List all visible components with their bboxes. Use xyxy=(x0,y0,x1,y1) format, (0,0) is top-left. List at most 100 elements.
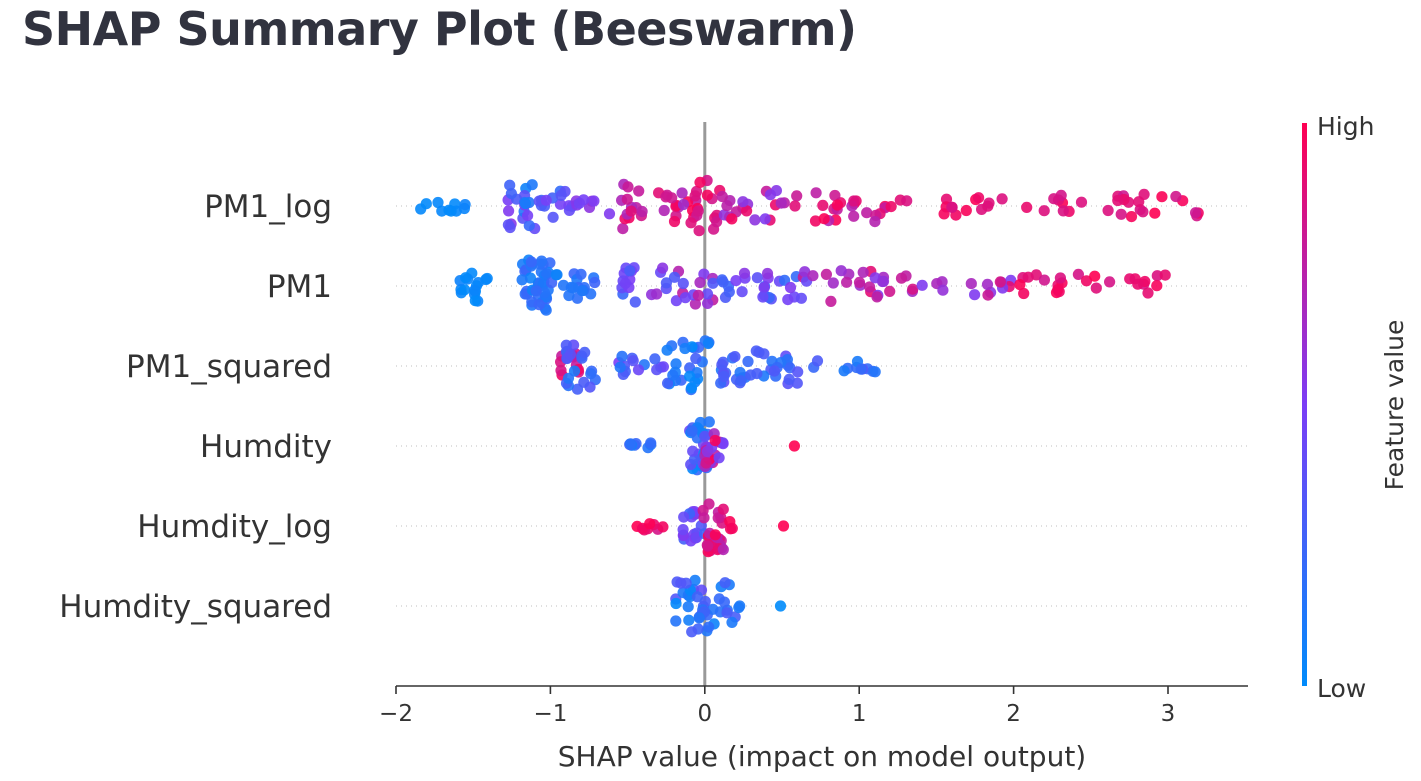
shap-point xyxy=(730,275,742,287)
shap-point xyxy=(679,342,691,355)
shap-point xyxy=(651,364,663,376)
shap-point xyxy=(1089,270,1101,282)
shap-point xyxy=(445,205,457,217)
shap-point xyxy=(1156,191,1168,203)
shap-point xyxy=(567,282,579,294)
shap-point xyxy=(1149,207,1161,219)
shap-point xyxy=(690,352,702,365)
shap-point xyxy=(795,292,808,304)
shap-point xyxy=(693,225,705,237)
shap-point xyxy=(777,520,790,532)
shap-point xyxy=(621,193,633,205)
shap-point xyxy=(691,591,704,603)
shap-point xyxy=(741,205,753,217)
shap-point xyxy=(1021,201,1033,213)
shap-point xyxy=(718,370,730,383)
colorbar-high-label: High xyxy=(1317,112,1374,141)
shap-point xyxy=(1038,205,1050,217)
feature-labels: PM1_log PM1 PM1_squared Humdity Humdity_log H… xyxy=(59,189,332,625)
shap-point xyxy=(547,211,559,223)
colorbar-gradient xyxy=(1302,123,1307,686)
shap-point xyxy=(736,286,748,298)
shap-point xyxy=(982,289,994,301)
shap-point xyxy=(789,200,801,212)
colorbar: High Low Feature value xyxy=(1302,112,1409,703)
shap-point xyxy=(869,216,881,228)
shap-point xyxy=(946,201,958,213)
shap-point xyxy=(578,376,590,388)
shap-point xyxy=(827,277,839,289)
shap-point xyxy=(685,382,698,394)
shap-point xyxy=(519,197,532,210)
shap-point xyxy=(895,272,908,284)
shap-point xyxy=(562,372,575,384)
shap-point xyxy=(575,268,587,280)
shap-point xyxy=(668,215,681,228)
shap-point xyxy=(700,457,712,469)
shap-point xyxy=(624,438,637,450)
shap-point xyxy=(554,198,567,210)
shap-point xyxy=(726,522,738,535)
shap-point xyxy=(717,544,729,556)
shap-point xyxy=(775,197,787,209)
shap-point xyxy=(1159,269,1171,281)
x-axis-label: SHAP value (impact on model output) xyxy=(558,740,1086,773)
shap-point xyxy=(1115,208,1127,220)
shap-point xyxy=(835,265,847,277)
shap-point xyxy=(1125,211,1138,223)
shap-point xyxy=(716,190,728,203)
shap-point xyxy=(709,529,721,541)
shap-point xyxy=(811,355,824,367)
shap-point xyxy=(585,368,597,380)
shap-point xyxy=(853,276,866,288)
shap-point xyxy=(1112,194,1124,207)
x-tick-label: 2 xyxy=(1006,701,1021,727)
shap-point xyxy=(768,365,781,377)
shap-point xyxy=(791,190,803,202)
shap-point xyxy=(523,220,535,232)
shap-point xyxy=(698,268,710,280)
shap-point xyxy=(689,298,702,310)
feature-label: Humdity_squared xyxy=(59,589,332,625)
feature-label: PM1_log xyxy=(204,189,332,225)
shap-point xyxy=(702,297,714,309)
shap-point xyxy=(636,205,648,218)
shap-point xyxy=(759,213,771,225)
shap-point xyxy=(703,498,715,510)
shap-point xyxy=(658,204,670,217)
shap-point xyxy=(711,216,723,228)
shap-point xyxy=(667,369,679,381)
feature-label: Humdity xyxy=(200,429,332,465)
shap-point xyxy=(694,176,706,188)
shap-point xyxy=(709,434,721,447)
shap-point xyxy=(717,503,729,515)
shap-point xyxy=(622,181,634,193)
shap-point xyxy=(692,205,704,217)
shap-point xyxy=(578,194,590,206)
shap-point xyxy=(670,615,682,627)
shap-point xyxy=(687,445,699,457)
shap-point xyxy=(678,511,690,523)
shap-point xyxy=(737,196,749,208)
shap-point xyxy=(774,600,787,612)
shap-point xyxy=(1190,207,1202,219)
shap-point xyxy=(969,289,981,301)
shap-point xyxy=(550,269,562,281)
shap-point xyxy=(503,205,515,217)
shap-point xyxy=(516,274,528,286)
shap-point xyxy=(810,187,822,199)
shap-point xyxy=(734,600,746,612)
page-title: SHAP Summary Plot (Beeswarm) xyxy=(22,2,857,56)
shap-point xyxy=(1090,282,1102,294)
shap-point xyxy=(603,208,616,220)
shap-point xyxy=(694,276,706,289)
shap-point xyxy=(701,445,714,458)
shap-point xyxy=(848,195,860,207)
shap-point xyxy=(729,351,741,363)
shap-point xyxy=(723,286,735,298)
shap-point xyxy=(758,282,770,294)
shap-points xyxy=(415,174,1204,638)
shap-point xyxy=(965,278,977,290)
shap-point xyxy=(684,370,696,382)
shap-point xyxy=(855,363,867,375)
